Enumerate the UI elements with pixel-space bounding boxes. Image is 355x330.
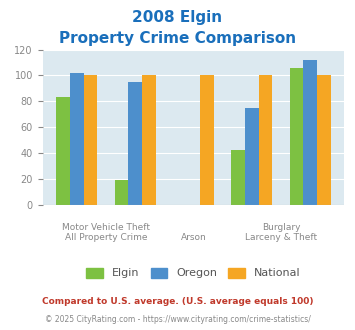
Bar: [56, 97, 70, 205]
Text: Burglary: Burglary: [262, 223, 300, 232]
Bar: [317, 75, 331, 205]
Bar: [70, 73, 83, 205]
Text: All Property Crime: All Property Crime: [65, 233, 147, 242]
Bar: [290, 68, 304, 205]
Bar: [83, 75, 97, 205]
Bar: [259, 75, 272, 205]
Text: Arson: Arson: [181, 233, 206, 242]
Text: Motor Vehicle Theft: Motor Vehicle Theft: [62, 223, 150, 232]
Bar: [128, 82, 142, 205]
Bar: [142, 75, 155, 205]
Bar: [304, 60, 317, 205]
Bar: [231, 150, 245, 205]
Text: Property Crime Comparison: Property Crime Comparison: [59, 31, 296, 46]
Text: 2008 Elgin: 2008 Elgin: [132, 10, 223, 25]
Bar: [245, 108, 259, 205]
Text: Compared to U.S. average. (U.S. average equals 100): Compared to U.S. average. (U.S. average …: [42, 297, 313, 306]
Legend: Elgin, Oregon, National: Elgin, Oregon, National: [82, 263, 305, 283]
Text: Larceny & Theft: Larceny & Theft: [245, 233, 317, 242]
Bar: [115, 180, 128, 205]
Bar: [200, 75, 214, 205]
Text: © 2025 CityRating.com - https://www.cityrating.com/crime-statistics/: © 2025 CityRating.com - https://www.city…: [45, 315, 310, 324]
